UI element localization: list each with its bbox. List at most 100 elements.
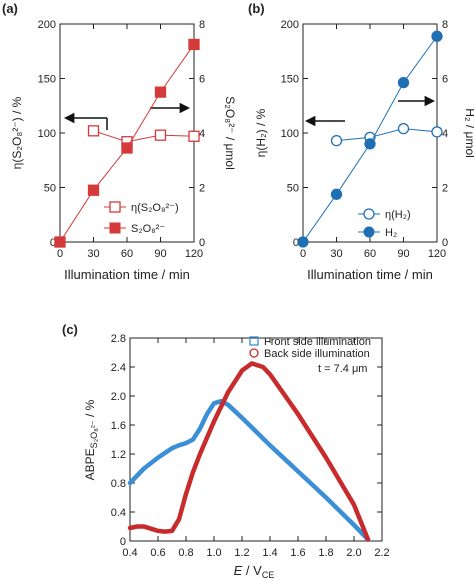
x-axis-title-b: Illumination time / min [307,267,433,282]
x-tick-label: 2.0 [346,547,361,559]
data-point [87,125,100,137]
panel-label-b: (b) [248,1,265,16]
data-point [364,138,376,150]
y-tick-label: 2.0 [111,391,126,403]
y-axis-title-c: ABPES₂O₈²⁻ / % [83,399,99,480]
series-layer-b [297,30,443,248]
data-point [330,188,343,200]
legend-marker-front [249,336,259,346]
legend-marker-eta-h2 [363,208,375,220]
data-point [431,30,443,42]
data-point [330,134,343,147]
y2-tick-label: 2 [199,183,205,195]
legend-marker-back [249,348,259,358]
y2-axis-title-b: H₂ / μmol [463,108,474,158]
legend-label-eta-h2: η(H₂) [385,209,411,221]
plot-frame-c [129,337,383,542]
y-axis-title-c-unit: / % [83,399,97,420]
y-tick-label: 1.2 [111,449,126,461]
legend-label-h2: H₂ [385,227,397,239]
x-tick-label: 90 [397,248,409,260]
panel-label-a: (a) [2,1,18,16]
y-axis-title-a: η(S₂O₈²⁻) / % [10,96,24,169]
x-axis-title-a: Illumination time / min [64,267,190,282]
legend-label-eta-s2o8: η(S₂O₈²⁻) [131,202,179,214]
legend-marker-h2 [363,226,375,238]
x-tick-label: 30 [87,248,99,260]
y-tick-label: 0.8 [111,478,126,490]
data-point [397,76,410,89]
y-tick-label: 200 [38,19,56,31]
y2-tick-label: 6 [199,74,205,86]
legend-label-back: Back side illumination [264,348,370,360]
x-axis-title-c: E / VCE [234,563,275,580]
x-tick-label: 60 [364,248,376,260]
series-line [93,130,195,143]
x-tick-label: 60 [121,248,133,260]
legend-b: η(H₂) H₂ [358,208,411,239]
x-tick-label: 1.2 [234,547,249,559]
legend-c: Front side illumination Back side illumi… [249,336,371,360]
y-tick-label: 200 [281,19,299,31]
ticks-c: 0.4 0.6 0.8 1.0 1.2 1.4 1.6 1.8 2.0 2.200.40.81.2… [111,333,390,559]
y-tick-label: 0.4 [111,507,126,519]
x-tick-label: 1.0 [206,547,221,559]
x-axis-title-c-symbol: E [234,563,243,578]
x-tick-label: 90 [154,248,166,260]
y2-tick-label: 0 [442,237,448,249]
data-point [297,236,309,248]
y-tick-label: 0 [120,536,126,548]
data-point [188,38,200,51]
x-tick-label: 0.6 [150,547,165,559]
x-tick-label: 1.8 [318,547,333,559]
series-layer-a [54,38,200,248]
x-tick-label: 2.2 [374,547,389,559]
series-curve [127,361,371,542]
y2-tick-label: 4 [442,128,448,140]
x-tick-label: 0.8 [178,547,193,559]
y-axis-title-c-sub: S₂O₈²⁻ [89,420,99,448]
x-tick-label: 120 [185,248,203,260]
y-tick-label: 0 [50,237,56,249]
x-tick-label: 30 [330,248,342,260]
data-point [154,129,167,141]
data-point [397,122,410,135]
data-point [431,126,443,138]
y-tick-label: 2.4 [111,362,126,374]
y2-axis-title-a: S₂O₈²⁻ / μmol [223,96,237,170]
x-axis-title-c-unit: / V [242,563,262,578]
x-tick-label: 1.6 [290,547,305,559]
y-tick-label: 2.8 [111,333,126,345]
x-tick-label: 0 [57,248,63,260]
x-tick-label: 0.4 [122,547,137,559]
x-tick-label: 120 [428,248,446,260]
y-tick-label: 0 [293,237,299,249]
legend-marker-eta-s2o8 [109,201,121,213]
series-line [336,128,438,142]
data-point [121,142,133,154]
y-tick-label: 150 [38,74,56,86]
data-point [54,236,66,248]
y2-tick-label: 4 [199,128,205,140]
data-point [188,130,200,142]
y-tick-label: 100 [281,128,299,140]
y-tick-label: 50 [287,183,299,195]
y-tick-label: 100 [38,128,56,140]
series-curve [127,398,371,542]
panel-c: (c) 0.4 0.6 0.8 1.0 1.2 1.4 1.6 1.8 2.0 2.200.40.… [62,322,390,580]
y-axis-title-c-main: ABPE [83,448,97,480]
data-point [87,184,100,196]
legend-label-s2o8: S₂O₈²⁻ [131,223,165,235]
thickness-note: t = 7.4 μm [318,363,367,375]
y2-tick-label: 8 [199,19,205,31]
y2-tick-label: 2 [442,183,448,195]
legend-marker-s2o8 [109,222,121,234]
y2-tick-label: 0 [199,237,205,249]
panel-label-c: (c) [62,322,78,337]
x-tick-label: 0 [300,248,306,260]
